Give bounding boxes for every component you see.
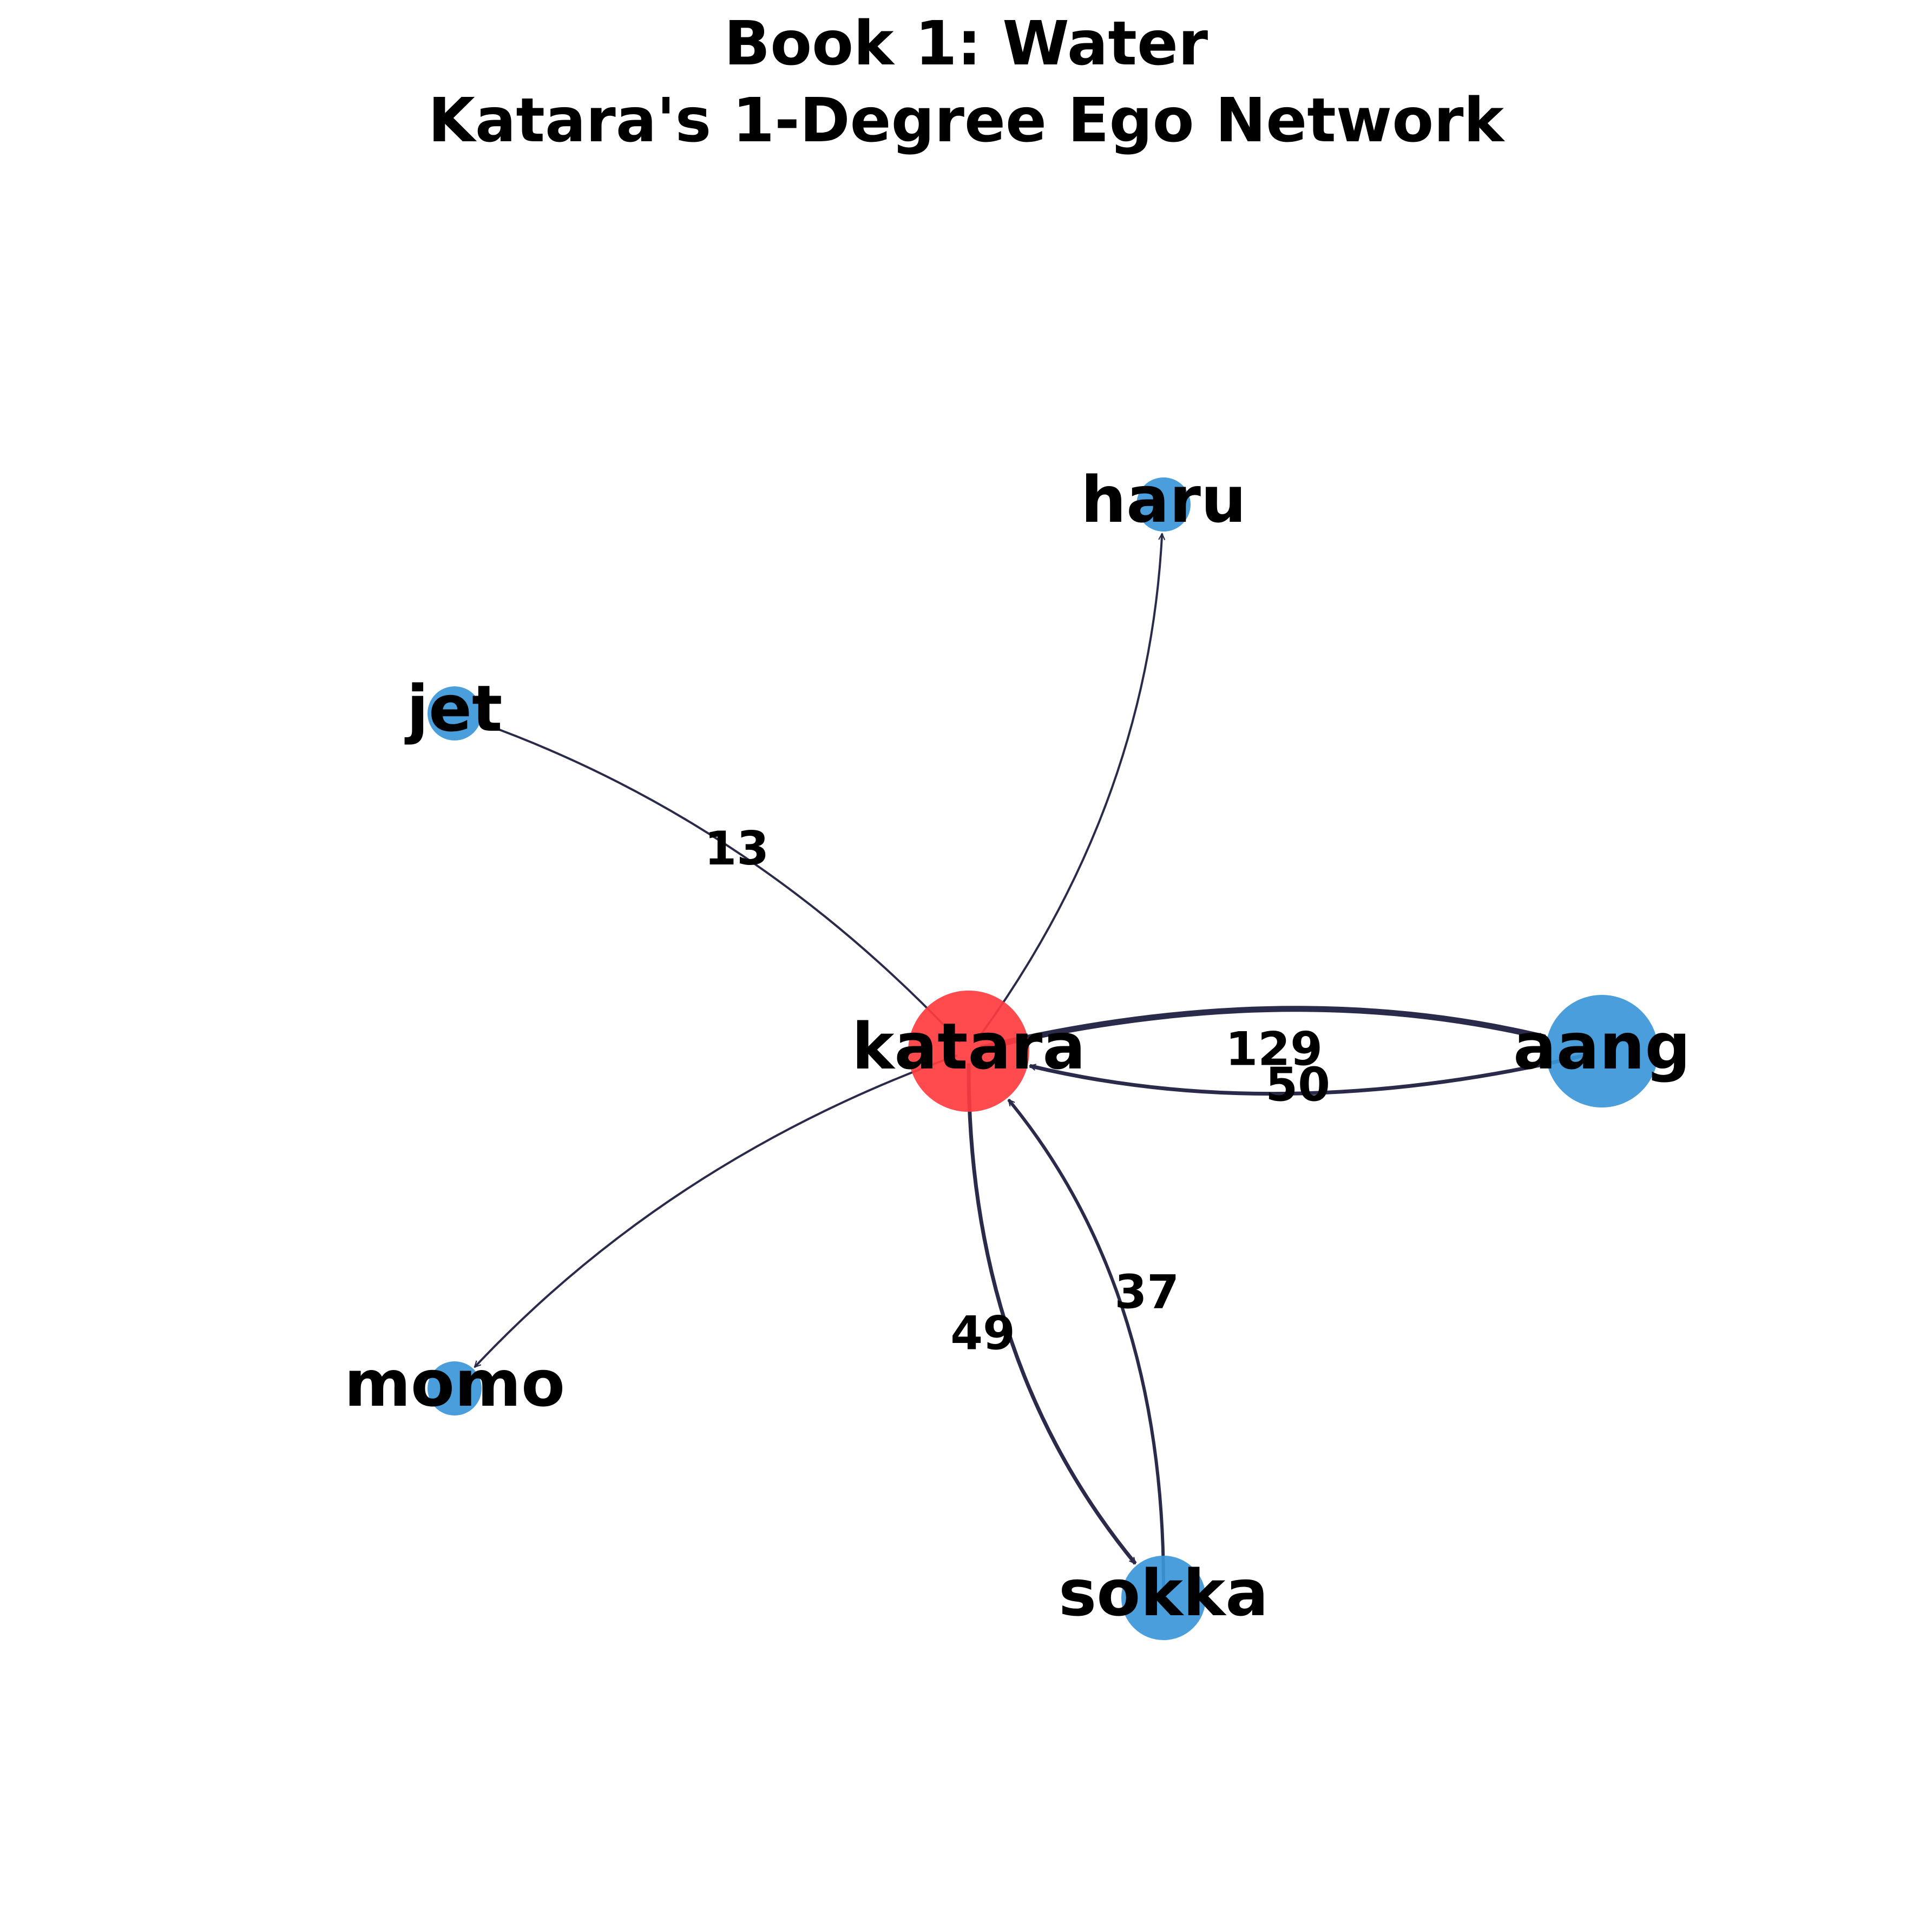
edge-weight-label-katara-to-aang: 129 bbox=[1225, 1023, 1323, 1077]
edge-weight-label-katara-to-jet: 13 bbox=[704, 822, 769, 876]
title-line-1: Book 1: Water bbox=[724, 9, 1208, 79]
node-label-haru: haru bbox=[1081, 462, 1246, 537]
node-label-katara: katara bbox=[852, 1009, 1086, 1084]
node-label-aang: aang bbox=[1513, 1009, 1691, 1084]
chart-title: Book 1: Water Katara's 1-Degree Ego Netw… bbox=[0, 5, 1932, 159]
edge-weight-label-katara-to-sokka: 49 bbox=[950, 1307, 1015, 1361]
title-line-2: Katara's 1-Degree Ego Network bbox=[428, 86, 1504, 156]
node-labels-layer: katara aang haru jet momo sokka bbox=[344, 462, 1691, 1630]
edge-aang-to-katara bbox=[1030, 1052, 1592, 1096]
node-label-momo: momo bbox=[344, 1346, 565, 1421]
node-aang bbox=[1546, 995, 1658, 1107]
edges-layer bbox=[475, 534, 1592, 1590]
edge-katara-to-sokka bbox=[967, 1063, 1137, 1565]
node-momo bbox=[428, 1361, 482, 1415]
node-label-sokka: sokka bbox=[1059, 1556, 1269, 1630]
node-label-jet: jet bbox=[405, 671, 503, 746]
node-haru bbox=[1136, 477, 1191, 532]
edge-katara-to-momo bbox=[475, 1054, 958, 1367]
edge-katara-to-haru bbox=[975, 534, 1162, 1043]
edge-sokka-to-katara bbox=[1007, 1098, 1166, 1590]
node-sokka bbox=[1121, 1556, 1206, 1640]
edge-katara-to-aang bbox=[980, 1006, 1545, 1052]
node-katara bbox=[908, 991, 1029, 1112]
nodes-layer bbox=[428, 477, 1658, 1640]
node-jet bbox=[428, 686, 482, 740]
edge-katara-to-jet bbox=[482, 723, 962, 1044]
edge-weight-label-sokka-to-katara: 37 bbox=[1114, 1266, 1179, 1320]
edge-weight-label-aang-to-katara: 50 bbox=[1265, 1058, 1330, 1112]
